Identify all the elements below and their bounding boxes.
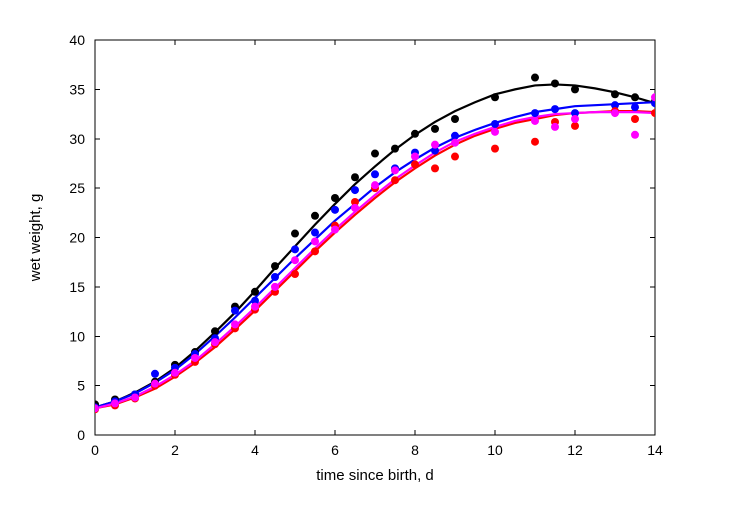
y-axis-label: wet weight, g (27, 194, 44, 283)
series-black-point (351, 173, 359, 181)
series-black-point (211, 327, 219, 335)
growth-chart: 0 2 4 6 8 10 12 14 0 5 10 15 20 25 30 35 40 time since … (0, 0, 729, 521)
series-magenta-point (451, 139, 459, 147)
series-magenta-point (551, 123, 559, 131)
y-tick-label: 30 (69, 131, 85, 147)
y-tick-label: 15 (69, 279, 85, 295)
x-axis-label: time since birth, d (316, 467, 434, 484)
series-blue-point (531, 109, 539, 117)
series-black-point (411, 130, 419, 138)
x-tick-label: 8 (411, 442, 419, 458)
series-red-point (431, 164, 439, 172)
x-tick-label: 4 (251, 442, 259, 458)
series-magenta-point (191, 354, 199, 362)
series-magenta-point (91, 404, 99, 412)
series-blue-point (311, 229, 319, 237)
series-blue-curve (95, 102, 655, 407)
series-magenta-point (491, 128, 499, 136)
series-black-point (371, 150, 379, 158)
series-black-point (611, 90, 619, 98)
series-red-point (651, 109, 659, 117)
series-magenta-point (271, 283, 279, 291)
series-black-point (311, 212, 319, 220)
series-magenta-point (531, 117, 539, 125)
series-blue-point (291, 245, 299, 253)
series-black-point (571, 85, 579, 93)
x-tick-label: 0 (91, 442, 99, 458)
x-tick-label: 2 (171, 442, 179, 458)
series-black-curve (95, 84, 655, 407)
axes-box (95, 40, 655, 435)
x-tick-label: 14 (647, 442, 663, 458)
series-red-point (571, 122, 579, 130)
series-blue-point (231, 307, 239, 315)
series-magenta-point (571, 115, 579, 123)
series-red-point (491, 145, 499, 153)
series-magenta-point (111, 399, 119, 407)
series-black-point (551, 79, 559, 87)
data-markers (91, 74, 659, 414)
series-magenta-point (311, 237, 319, 245)
series-magenta-point (231, 320, 239, 328)
series-magenta-point (291, 256, 299, 264)
series-magenta-point (371, 181, 379, 189)
series-magenta-point (391, 166, 399, 174)
series-red-point (311, 247, 319, 255)
series-black-point (391, 145, 399, 153)
series-blue-point (491, 120, 499, 128)
series-black-point (331, 194, 339, 202)
series-black-point (431, 125, 439, 133)
series-black-point (491, 93, 499, 101)
series-magenta-point (331, 226, 339, 234)
series-black-point (531, 74, 539, 82)
x-tick-label: 10 (487, 442, 503, 458)
series-magenta-point (211, 338, 219, 346)
series-magenta-point (651, 93, 659, 101)
y-tick-label: 5 (77, 378, 85, 394)
y-tick-label: 35 (69, 81, 85, 97)
series-blue-point (271, 273, 279, 281)
x-tick-label: 12 (567, 442, 583, 458)
series-blue-point (451, 132, 459, 140)
series-magenta-point (351, 204, 359, 212)
series-red-point (631, 115, 639, 123)
y-tick-label: 25 (69, 180, 85, 196)
series-red-point (411, 160, 419, 168)
series-red-point (451, 153, 459, 161)
series-red-point (291, 270, 299, 278)
series-blue-point (631, 103, 639, 111)
y-tick-label: 20 (69, 230, 85, 246)
series-blue-point (371, 170, 379, 178)
series-blue-point (551, 105, 559, 113)
x-tick-label: 6 (331, 442, 339, 458)
series-magenta-point (411, 153, 419, 161)
y-tick-label: 0 (77, 427, 85, 443)
series-red-point (391, 176, 399, 184)
series-magenta-point (631, 131, 639, 139)
fit-curves (95, 84, 655, 408)
series-magenta-point (611, 109, 619, 117)
series-black-point (271, 262, 279, 270)
series-blue-point (351, 186, 359, 194)
series-black-point (451, 115, 459, 123)
series-black-point (631, 93, 639, 101)
series-blue-point (331, 206, 339, 214)
series-blue-point (151, 370, 159, 378)
series-magenta-point (151, 380, 159, 388)
y-tick-label: 10 (69, 328, 85, 344)
series-black-point (291, 230, 299, 238)
series-magenta-point (131, 393, 139, 401)
series-black-point (251, 288, 259, 296)
series-magenta-point (431, 141, 439, 149)
series-magenta-point (251, 303, 259, 311)
x-ticks: 0 2 4 6 8 10 12 14 (91, 40, 663, 458)
y-tick-label: 40 (69, 32, 85, 48)
series-red-point (531, 138, 539, 146)
series-magenta-point (171, 369, 179, 377)
